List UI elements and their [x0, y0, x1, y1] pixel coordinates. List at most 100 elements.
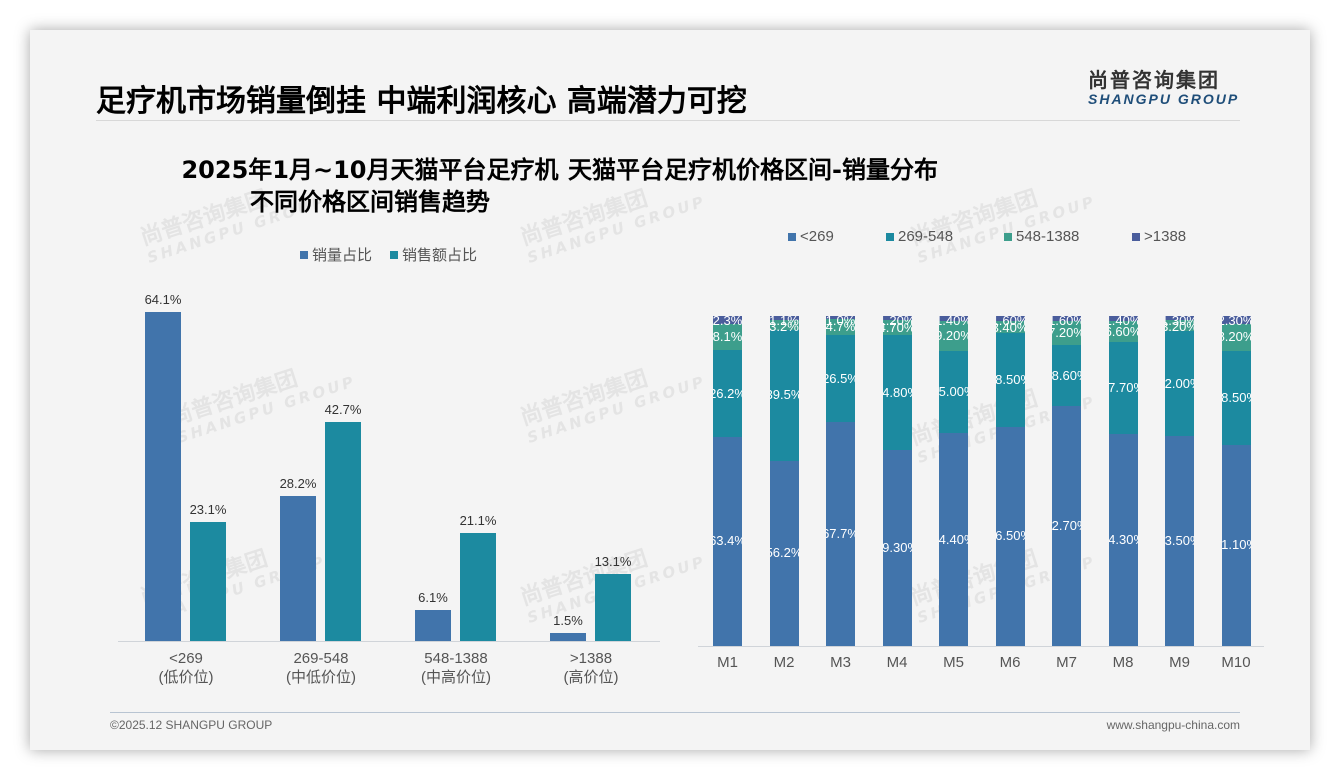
segment: 1.0% [826, 316, 855, 328]
segment: 1.40% [1108, 316, 1138, 328]
segment-label: 4.70% [883, 320, 912, 335]
segment-label: 1.40% [1109, 316, 1138, 329]
segment-label: 1.20% [883, 316, 912, 329]
segment: 26.2% [713, 350, 742, 437]
legend-item-sales-volume: 销量占比 [300, 244, 372, 265]
month-label: M4 [886, 654, 908, 671]
stacked-bar-m7: 72.70% 18.60% 7.20%1.60% [1052, 316, 1081, 646]
segment: 3.20% [1165, 320, 1194, 335]
segment-label: 1.60% [996, 316, 1025, 329]
segment: 3.40% [995, 321, 1025, 336]
stacked-bar-m3: 67.7% 26.5% 4.7%1.0% [826, 316, 855, 646]
bar-sales-volume [145, 312, 181, 641]
segment: 18.60% [1052, 345, 1081, 407]
left-chart-legend: 销量占比 销售额占比 [300, 244, 477, 265]
segment: 63.4% [713, 436, 742, 646]
segment-label: 6.60% [1109, 324, 1138, 339]
month-label: M7 [1056, 654, 1077, 671]
segment-label: 63.4% [713, 534, 742, 549]
bar-sales-amount [460, 532, 496, 641]
month-label: M5 [943, 654, 964, 671]
segment: 64.30% [1108, 433, 1138, 646]
stacked-bar-m2: 56.2% 39.5% 3.2%1.1% [769, 316, 799, 646]
segment-label: 72.70% [1052, 519, 1081, 534]
segment-label: 3.40% [996, 321, 1025, 336]
segment-label: 8.20% [1222, 330, 1251, 345]
legend-label: <269 [800, 228, 834, 245]
segment: 1.60% [1052, 316, 1081, 328]
right-chart-title: 天猫平台足疗机价格区间-销量分布 [568, 156, 938, 184]
stacked-bar-m9: 63.50% 32.00% 3.20%1.30% [1165, 316, 1194, 646]
segment-label: 59.30% [882, 541, 912, 556]
slide: 足疗机市场销量倒挂 中端利润核心 高端潜力可挖 尚普咨询集团 SHANGPU G… [30, 30, 1310, 750]
month-label: M8 [1112, 654, 1134, 671]
segment-label: 67.7% [826, 527, 855, 542]
segment-label: 28.50% [1221, 390, 1251, 405]
legend-swatch-icon [1132, 232, 1140, 241]
segment: 56.2% [769, 460, 799, 646]
segment-label: 3.20% [1165, 320, 1194, 335]
segment: 4.70% [882, 319, 912, 336]
right-chart-legend: <269 269-548 548-1388 >1388 [788, 228, 1186, 245]
segment-label: 2.3% [713, 316, 742, 329]
data-label: 21.1% [459, 512, 497, 528]
data-label: 13.1% [594, 553, 632, 569]
segment-label: 18.60% [1052, 368, 1081, 383]
left-chart-title: 2025年1月~10月天猫平台足疗机 不同价格区间销售趋势 [130, 154, 610, 218]
segment-label: 3.2% [769, 319, 799, 334]
segment: 63.50% [1165, 436, 1194, 646]
company-logo: 尚普咨询集团 SHANGPU GROUP [1088, 64, 1248, 107]
stacked-bar-m10: 61.10% 28.50% 8.20% 2.30% [1221, 316, 1251, 646]
segment-label: 7.20% [1052, 326, 1081, 341]
left-chart-x-axis [118, 641, 660, 642]
segment: 6.60% [1108, 320, 1138, 343]
segment-label: 25.00% [939, 385, 968, 400]
segment-label: 39.5% [770, 388, 799, 403]
left-chart-title-line2: 不同价格区间销售趋势 [250, 188, 490, 216]
stacked-bar-m6: 66.50% 28.50% 3.40%1.60% [995, 316, 1025, 646]
legend-label: 销量占比 [312, 247, 373, 264]
segment-label: 1.40% [939, 316, 968, 329]
stacked-bar-m1: 63.4% 26.2% 8.1%2.3% [713, 316, 742, 646]
legend-label: 269-548 [898, 228, 954, 245]
footer-website: www.shangpu-china.com [1106, 718, 1240, 732]
legend-swatch-icon [886, 232, 894, 241]
month-label: M1 [717, 654, 738, 671]
stacked-bar-m4: 59.30% 34.80% 4.70%1.20% [882, 316, 912, 646]
logo-english: SHANGPU GROUP [1088, 91, 1240, 107]
right-chart-x-axis [698, 646, 1264, 647]
segment: 8.1% [713, 323, 742, 351]
segment-label: 1.1% [769, 316, 799, 329]
segment: 2.30% [1221, 316, 1251, 328]
segment-label: 4.7% [826, 320, 855, 335]
segment-label: 9.20% [939, 328, 968, 343]
bar-sales-amount [595, 573, 631, 641]
segment-label: 26.2% [713, 386, 742, 401]
segment: 39.5% [769, 330, 799, 461]
month-label: M3 [830, 654, 851, 671]
page-title: 足疗机市场销量倒挂 中端利润核心 高端潜力可挖 [96, 84, 747, 119]
legend-swatch-icon [390, 250, 399, 259]
data-label: 64.1% [144, 292, 182, 307]
segment: 28.50% [995, 332, 1025, 427]
month-label: M9 [1169, 654, 1190, 671]
segment-label: 2.30% [1222, 316, 1251, 329]
segment: 8.20% [1221, 323, 1251, 351]
month-label: M2 [773, 654, 795, 671]
legend-swatch-icon [788, 232, 796, 241]
segment: 25.00% [939, 350, 968, 434]
data-label: 1.5% [553, 613, 583, 629]
bar-sales-volume [550, 633, 586, 641]
bar-sales-volume [280, 496, 316, 641]
stacked-bar-m5: 64.40% 25.00% 9.20%1.40% [939, 316, 968, 646]
segment-label: 56.2% [770, 546, 799, 561]
footer-copyright: ©2025.12 SHANGPU GROUP [110, 718, 273, 732]
segment: 72.70% [1052, 406, 1081, 646]
legend-item-548-1388: 548-1388 [1004, 228, 1132, 245]
segment-label: 1.60% [1052, 316, 1081, 329]
left-chart-title-line1: 2025年1月~10月天猫平台足疗机 [181, 156, 559, 184]
segment: 3.2% [769, 319, 799, 334]
segment-label: 8.1% [713, 329, 742, 344]
segment-label: 64.30% [1108, 532, 1138, 547]
